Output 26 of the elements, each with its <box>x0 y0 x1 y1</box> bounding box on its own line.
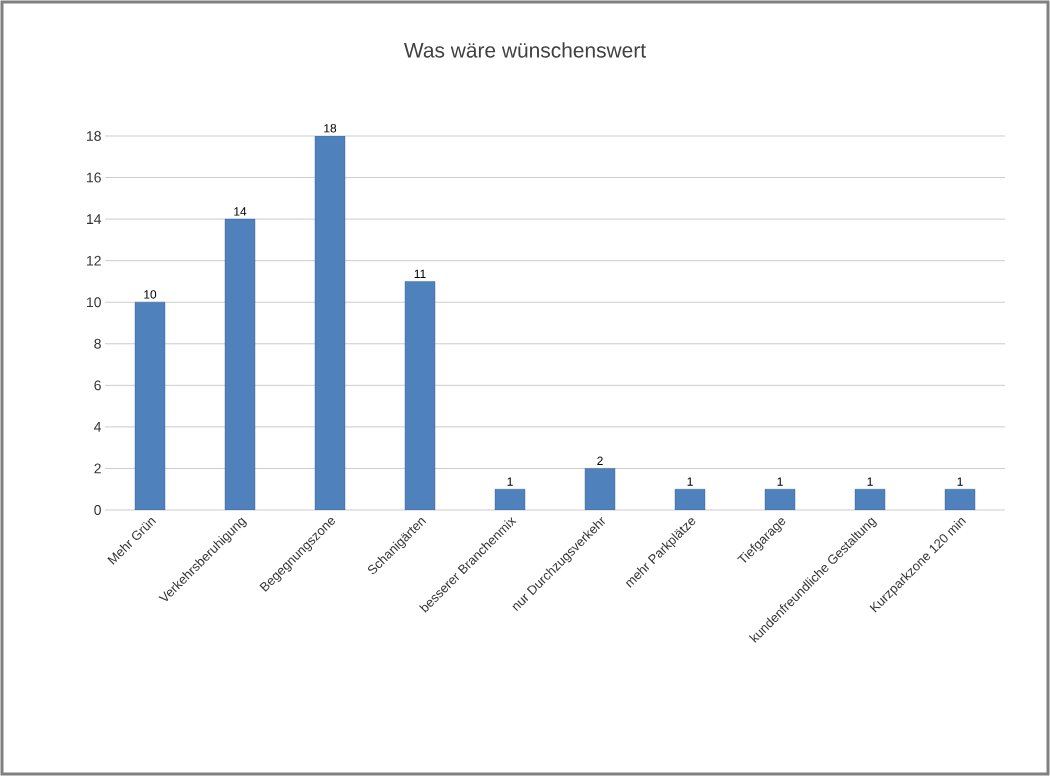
data-label: 1 <box>957 477 963 486</box>
data-label: 10 <box>144 290 157 299</box>
y-tick-label: 6 <box>94 380 101 391</box>
y-tick-label: 16 <box>87 172 101 183</box>
y-tick-label: 0 <box>94 505 101 515</box>
y-tick-label: 8 <box>94 338 101 349</box>
bar <box>134 302 166 510</box>
data-label: 11 <box>414 269 426 278</box>
y-tick-label: 10 <box>87 297 101 308</box>
data-label: 2 <box>597 456 603 465</box>
y-tick-label: 18 <box>87 131 101 141</box>
data-label: 18 <box>324 124 337 133</box>
data-label: 1 <box>777 477 783 486</box>
chart-title: Was wäre wünschenswert <box>403 42 646 58</box>
data-label: 14 <box>234 207 247 216</box>
data-label: 1 <box>687 477 693 486</box>
data-label: 1 <box>867 477 873 486</box>
bar <box>314 136 346 510</box>
y-tick-label: 4 <box>94 422 102 432</box>
y-tick-label: 14 <box>87 214 102 224</box>
y-tick-label: 2 <box>94 463 101 474</box>
bar <box>584 468 616 510</box>
data-label: 1 <box>507 477 513 486</box>
y-tick-label: 12 <box>87 255 101 266</box>
bar <box>224 218 256 510</box>
bar <box>404 281 436 510</box>
